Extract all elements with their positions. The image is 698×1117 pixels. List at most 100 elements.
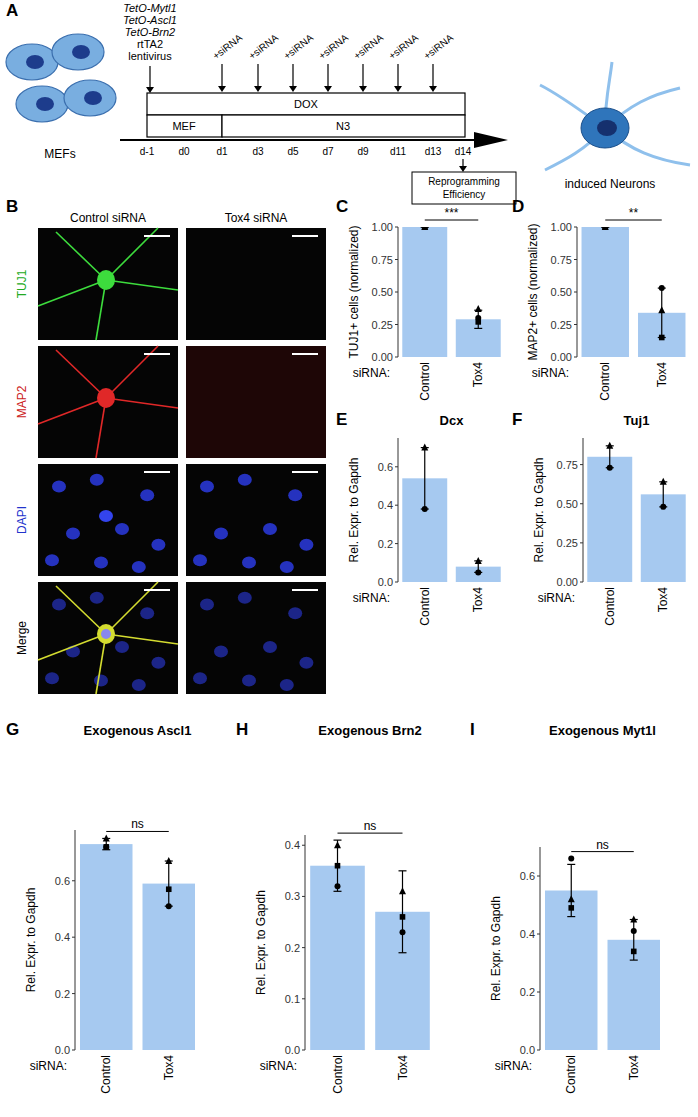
error-cap [334, 840, 342, 841]
y-tick-label: 0.25 [557, 537, 578, 549]
nucleus [263, 641, 277, 653]
vector-label: TetO-Mytl1 [123, 2, 176, 14]
y-tick [72, 937, 75, 938]
y-axis-label: Rel. Expr. to Gapdh [532, 458, 546, 563]
y-axis [75, 830, 76, 1050]
y-tick-label: 0.75 [372, 254, 393, 266]
y-tick [395, 505, 398, 506]
image-background [38, 228, 178, 340]
x-tick-label: Tox4 [471, 362, 485, 388]
micrograph [186, 228, 326, 340]
arrow-head [218, 86, 226, 92]
y-tick [574, 292, 577, 293]
arrow-shaft [432, 64, 433, 87]
y-axis [398, 438, 399, 582]
panel-label: B [6, 197, 18, 216]
x-axis-label: siRNA: [353, 591, 390, 605]
error-line [663, 482, 664, 507]
chart: HExogenous Brn20.00.10.20.30.4Rel. Expr.… [236, 720, 430, 1094]
point [475, 557, 482, 564]
arrow-shaft [257, 64, 258, 87]
y-tick-label: 0.50 [557, 498, 578, 510]
y-tick [537, 992, 540, 993]
marks [545, 856, 660, 1050]
significance-label: ns [364, 819, 377, 833]
y-tick-label: 0.3 [285, 890, 300, 902]
nucleus [193, 554, 207, 566]
x-axis-label: siRNA: [495, 1059, 532, 1073]
nucleus [45, 554, 59, 566]
readout-label: Efficiency [443, 189, 486, 200]
point [475, 569, 481, 575]
significance-label: ns [596, 838, 609, 852]
nucleus [151, 539, 165, 551]
mef-cell [64, 80, 116, 116]
y-tick-label: 1.00 [551, 221, 572, 233]
nucleus [45, 672, 59, 684]
point [630, 916, 637, 923]
arrow-shaft [362, 64, 363, 87]
y-tick [395, 292, 398, 293]
nucleus [214, 645, 228, 657]
sirna-label: +siRNA [386, 32, 420, 62]
neurite [106, 398, 178, 408]
sirna-label: +siRNA [421, 32, 455, 62]
y-tick [302, 845, 305, 846]
x-tick-label: Tox4 [655, 362, 669, 388]
error-bar [334, 840, 342, 891]
y-tick-label: 1.00 [372, 221, 393, 233]
significance-label: *** [444, 206, 458, 220]
x-tick-label: Tox4 [396, 1055, 410, 1081]
scale-bar [292, 235, 318, 237]
nucleus [94, 557, 108, 569]
image-background [38, 464, 178, 576]
y-tick-label: 0.1 [285, 993, 300, 1005]
y-tick [395, 543, 398, 544]
sirna-label: +siRNA [316, 32, 350, 62]
panel-label: I [470, 720, 475, 739]
day-label: d3 [252, 146, 264, 157]
micrograph [38, 582, 178, 694]
image-background [186, 464, 326, 576]
marks [402, 227, 500, 357]
chart: IExogenous Myt1l0.00.20.40.6Rel. Expr. t… [470, 720, 660, 1094]
vector-label: lentivirus [128, 50, 172, 62]
error-line [609, 446, 610, 468]
marks [80, 834, 195, 1050]
neurite [106, 634, 178, 644]
mef-cell [52, 34, 104, 70]
bar [587, 457, 632, 582]
scale-bar [144, 589, 170, 591]
marks [582, 227, 686, 357]
x-tick-label: Control [99, 1055, 113, 1094]
mef-nucleus [26, 55, 44, 69]
error-cap [630, 959, 638, 960]
significance-label: ** [629, 206, 639, 220]
scale-bar [292, 589, 318, 591]
arrow-shaft [327, 64, 328, 87]
y-tick [302, 947, 305, 948]
chart-title: Exogenous Brn2 [318, 723, 421, 738]
nucleus [99, 510, 113, 522]
arrow-head [429, 86, 437, 92]
y-tick [302, 1050, 305, 1051]
error-bar [474, 310, 482, 328]
nucleus [132, 561, 146, 573]
nucleus [280, 679, 294, 691]
micrograph [186, 464, 326, 576]
panel-a: AMEFsTetO-Mytl1TetO-Ascl1TetO-Brn2rtTA2l… [6, 1, 690, 204]
y-axis-label: Rel. Expr. to Gapdh [254, 890, 268, 995]
point [631, 949, 637, 955]
image-background [186, 582, 326, 694]
point [659, 285, 665, 291]
y-axis-label: MAP2+ cells (normalized) [526, 223, 540, 360]
day-label: d9 [357, 146, 369, 157]
y-tick-label: 0.00 [551, 351, 572, 363]
arrow-head [254, 86, 262, 92]
x-tick-label: Control [564, 1055, 578, 1094]
vector-label: TetO-Brn2 [125, 26, 175, 38]
x-tick-label: Control [418, 362, 432, 401]
point [166, 903, 172, 909]
y-tick [72, 993, 75, 994]
arrow-shaft [221, 64, 222, 87]
